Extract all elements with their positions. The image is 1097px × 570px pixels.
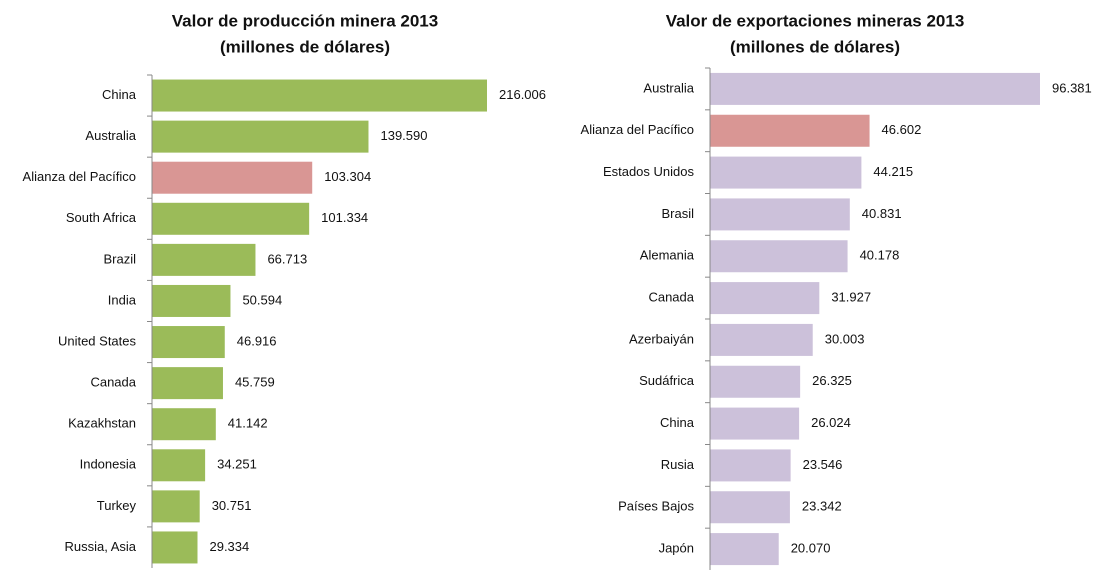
category-label: Rusia bbox=[661, 457, 695, 472]
category-label: Estados Unidos bbox=[603, 164, 695, 179]
bar bbox=[710, 449, 791, 482]
chart-title: Valor de exportaciones mineras 2013 bbox=[666, 11, 965, 30]
category-label: Australia bbox=[85, 128, 136, 143]
bar bbox=[710, 114, 870, 147]
value-label: 46.916 bbox=[237, 333, 277, 348]
category-label: United States bbox=[58, 333, 137, 348]
value-label: 26.325 bbox=[812, 373, 852, 388]
value-label: 41.142 bbox=[228, 416, 268, 431]
bar bbox=[710, 491, 790, 524]
value-label: 40.831 bbox=[862, 206, 902, 221]
value-label: 103.304 bbox=[324, 169, 371, 184]
category-label: China bbox=[102, 87, 137, 102]
value-label: 30.003 bbox=[825, 331, 865, 346]
bar bbox=[152, 120, 369, 153]
bar bbox=[152, 531, 198, 564]
category-label: Países Bajos bbox=[618, 499, 694, 514]
value-label: 50.594 bbox=[242, 292, 282, 307]
category-label: Alianza del Pacífico bbox=[23, 169, 136, 184]
bar bbox=[152, 490, 200, 523]
value-label: 30.751 bbox=[212, 498, 252, 513]
category-label: Canada bbox=[648, 290, 694, 305]
value-label: 96.381 bbox=[1052, 80, 1092, 95]
value-label: 216.006 bbox=[499, 87, 546, 102]
category-label: Indonesia bbox=[80, 457, 137, 472]
category-label: China bbox=[660, 415, 695, 430]
category-label: Sudáfrica bbox=[639, 373, 695, 388]
bar bbox=[710, 365, 801, 398]
bar bbox=[710, 282, 820, 315]
category-label: Turkey bbox=[97, 498, 137, 513]
category-label: Alianza del Pacífico bbox=[581, 122, 694, 137]
category-label: Japón bbox=[659, 541, 694, 556]
category-label: Kazakhstan bbox=[68, 416, 136, 431]
bar bbox=[710, 198, 850, 231]
category-label: India bbox=[108, 292, 137, 307]
value-label: 23.342 bbox=[802, 499, 842, 514]
value-label: 40.178 bbox=[860, 248, 900, 263]
value-label: 34.251 bbox=[217, 457, 257, 472]
bar bbox=[152, 367, 223, 400]
bar bbox=[710, 72, 1040, 105]
chart-title: Valor de producción minera 2013 bbox=[172, 11, 438, 30]
value-label: 101.334 bbox=[321, 210, 368, 225]
category-label: Brazil bbox=[103, 251, 136, 266]
category-label: South Africa bbox=[66, 210, 137, 225]
value-label: 139.590 bbox=[380, 128, 427, 143]
value-label: 29.334 bbox=[209, 539, 249, 554]
chart-subtitle: (millones de dólares) bbox=[730, 37, 900, 56]
bar bbox=[152, 202, 310, 235]
bar bbox=[152, 243, 256, 276]
value-label: 66.713 bbox=[267, 251, 307, 266]
category-label: Alemania bbox=[640, 248, 695, 263]
bar bbox=[152, 449, 206, 482]
category-label: Canada bbox=[90, 375, 136, 390]
bar bbox=[152, 326, 225, 359]
value-label: 23.546 bbox=[803, 457, 843, 472]
bar bbox=[710, 156, 862, 189]
bar bbox=[710, 533, 779, 566]
value-label: 44.215 bbox=[873, 164, 913, 179]
bar bbox=[710, 240, 848, 273]
category-label: Brasil bbox=[661, 206, 694, 221]
bar bbox=[152, 408, 216, 441]
bar bbox=[710, 323, 813, 356]
category-label: Azerbaiyán bbox=[629, 331, 694, 346]
bar bbox=[152, 161, 313, 194]
bar bbox=[152, 284, 231, 317]
value-label: 46.602 bbox=[882, 122, 922, 137]
value-label: 31.927 bbox=[831, 290, 871, 305]
value-label: 20.070 bbox=[791, 541, 831, 556]
bar bbox=[710, 407, 800, 440]
category-label: Russia, Asia bbox=[64, 539, 136, 554]
category-label: Australia bbox=[643, 80, 694, 95]
value-label: 45.759 bbox=[235, 375, 275, 390]
bar bbox=[152, 79, 487, 112]
chart-subtitle: (millones de dólares) bbox=[220, 37, 390, 56]
value-label: 26.024 bbox=[811, 415, 851, 430]
